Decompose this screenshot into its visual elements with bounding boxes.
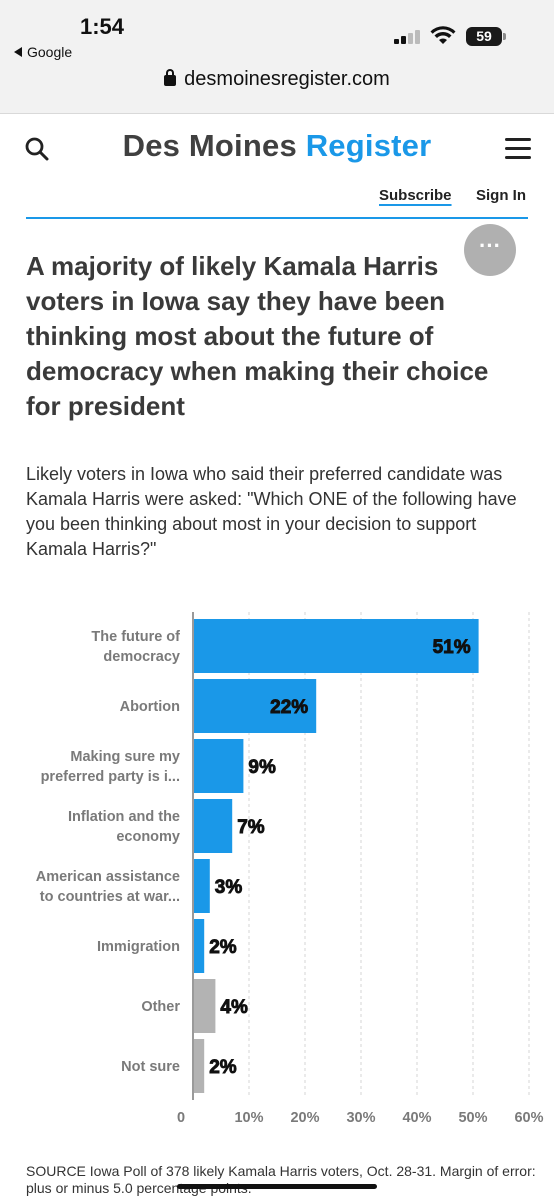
search-icon[interactable]: [24, 136, 50, 162]
value-label: 2%: [209, 1057, 237, 1078]
category-label: American assistance: [36, 869, 180, 885]
value-label: 9%: [248, 757, 276, 778]
tick-label: 10%: [234, 1110, 263, 1126]
article-headline: A majority of likely Kamala Harris voter…: [26, 251, 489, 421]
logo-part-1: Des Moines: [122, 128, 297, 163]
header-divider: [26, 217, 528, 219]
browser-chrome: 1:54 Google 59 desmoinesregister.com: [0, 0, 554, 114]
bar: [193, 799, 233, 853]
back-label: Google: [27, 44, 73, 60]
value-label: 7%: [237, 817, 265, 838]
category-label: preferred party is i...: [41, 769, 180, 785]
category-label: The future of: [91, 629, 180, 645]
category-label: to countries at war...: [40, 889, 180, 905]
tick-label: 20%: [290, 1110, 319, 1126]
bar: [193, 979, 216, 1033]
bar: [193, 679, 317, 733]
back-arrow-icon: [14, 47, 22, 57]
back-to-app-link[interactable]: Google: [14, 44, 72, 60]
category-label: democracy: [103, 649, 180, 665]
value-label: 3%: [215, 877, 243, 898]
article-dek: Likely voters in Iowa who said their pre…: [26, 464, 517, 559]
category-label: Not sure: [121, 1059, 180, 1075]
bar: [193, 859, 210, 913]
value-label: 4%: [220, 997, 248, 1018]
tick-label: 50%: [458, 1110, 487, 1126]
scroll-indicator: [177, 1184, 377, 1189]
bar: [193, 1039, 205, 1093]
tick-label: 40%: [402, 1110, 431, 1126]
source-note: SOURCE Iowa Poll of 378 likely Kamala Ha…: [26, 1163, 536, 1196]
category-label: Abortion: [120, 699, 180, 715]
battery-icon: 59: [466, 27, 506, 46]
tick-label: 60%: [514, 1110, 543, 1126]
site-logo[interactable]: Des Moines Register: [0, 128, 554, 164]
subscribe-link[interactable]: Subscribe: [379, 187, 452, 204]
sign-in-link[interactable]: Sign In: [476, 187, 526, 204]
address-bar[interactable]: desmoinesregister.com: [0, 68, 554, 91]
bar: [193, 919, 205, 973]
value-label: 2%: [209, 937, 237, 958]
cellular-signal-icon: [394, 30, 422, 44]
category-label: Making sure my: [70, 749, 180, 765]
bar: [193, 619, 479, 673]
logo-part-2: Register: [305, 128, 432, 163]
tick-label: 0: [177, 1110, 185, 1126]
value-label: 22%: [270, 697, 308, 718]
category-label: Inflation and the: [68, 809, 180, 825]
category-label: economy: [116, 829, 180, 845]
url-text: desmoinesregister.com: [184, 68, 390, 90]
more-options-icon[interactable]: ···: [464, 224, 516, 276]
category-label: Other: [141, 999, 180, 1015]
tick-label: 30%: [346, 1110, 375, 1126]
status-time: 1:54: [80, 14, 125, 39]
bar: [193, 739, 244, 793]
bar-chart: The future of democracy 51% Abortion 22% Maki…: [36, 612, 544, 1126]
hamburger-menu-icon[interactable]: [505, 138, 531, 160]
lock-icon: [164, 69, 177, 86]
value-label: 51%: [433, 637, 471, 658]
category-label: Immigration: [97, 939, 180, 955]
wifi-icon: [430, 26, 456, 44]
